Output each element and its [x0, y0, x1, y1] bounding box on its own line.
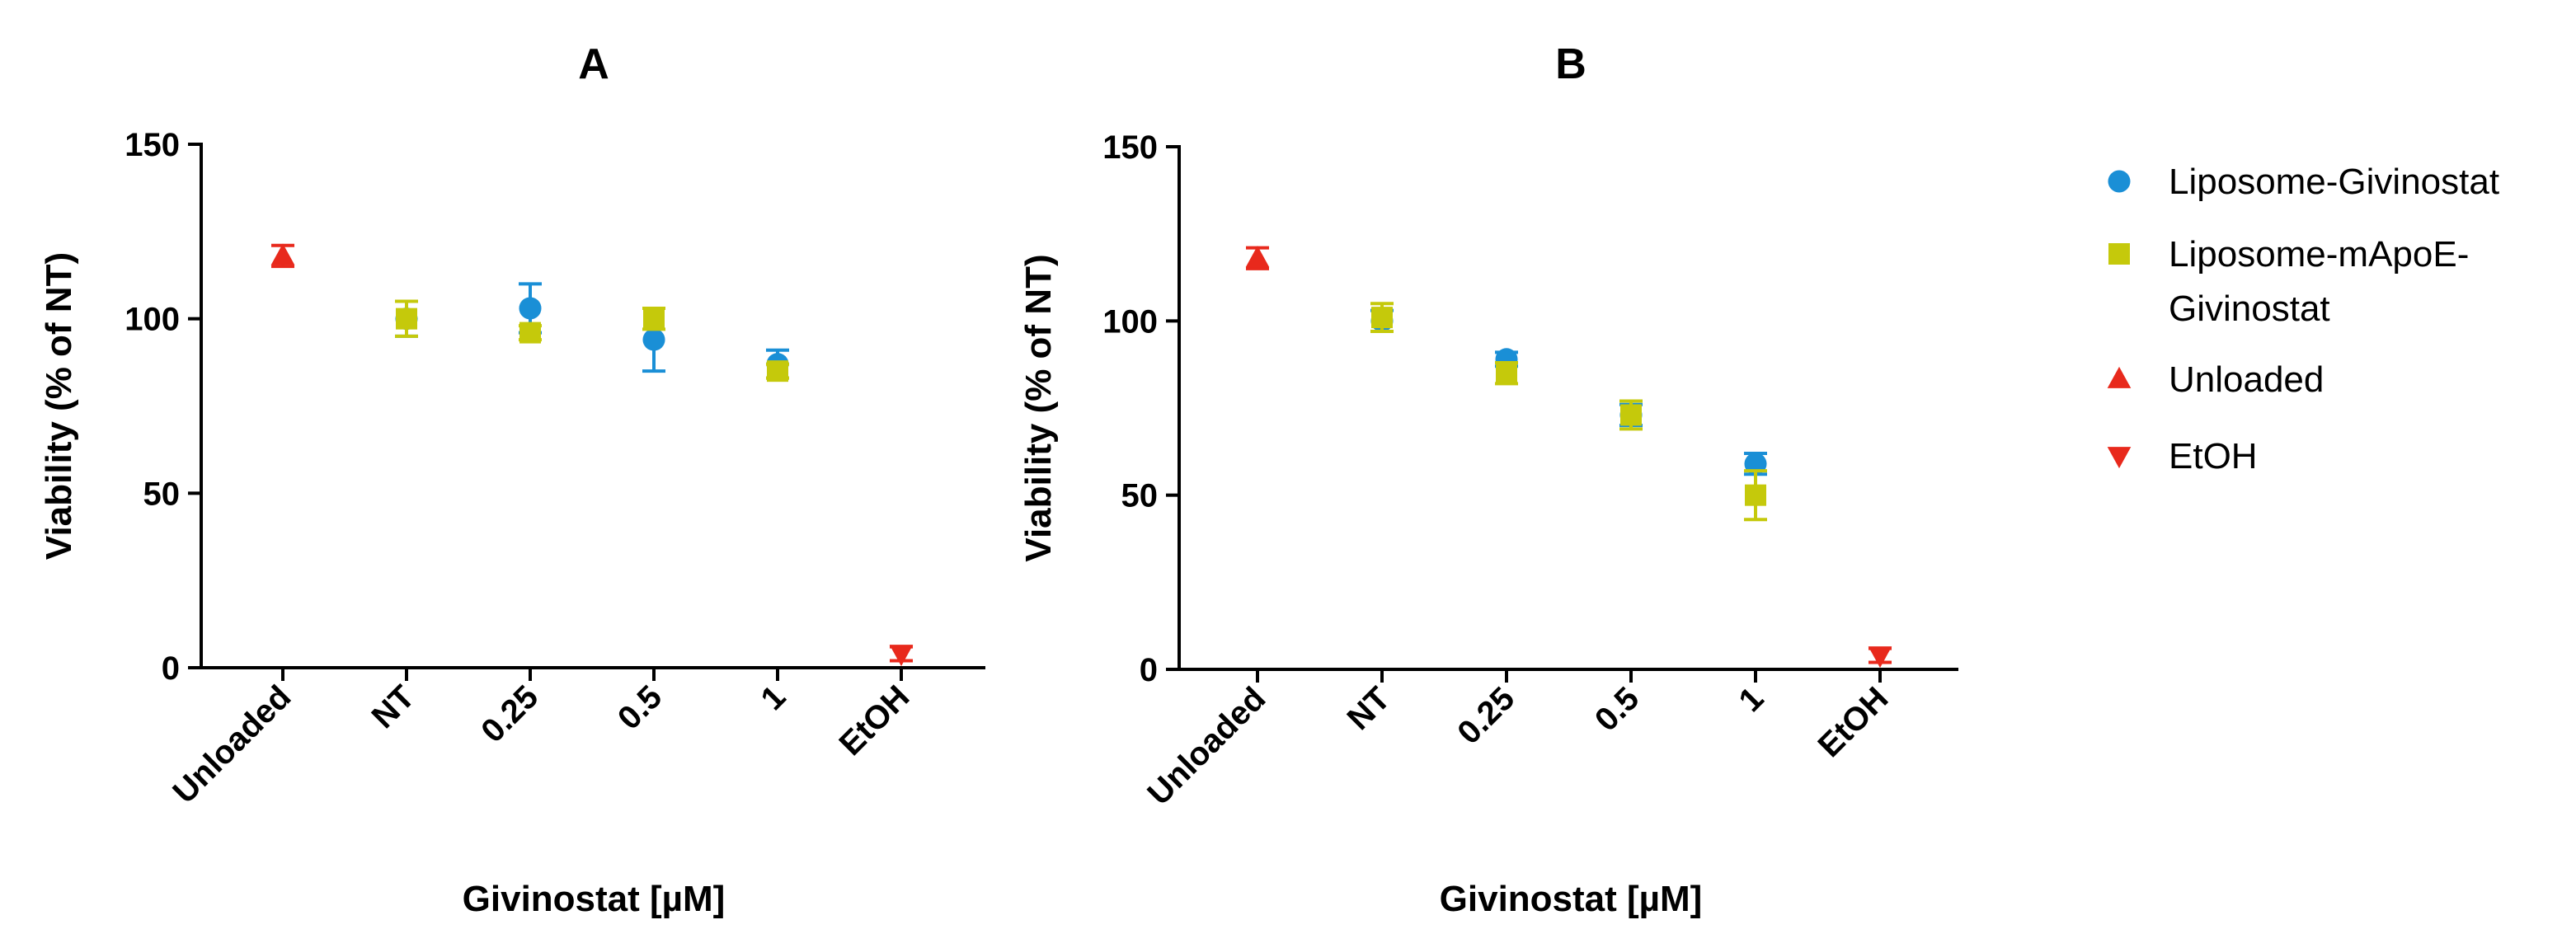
x-tick-label: 0.25: [1450, 680, 1521, 751]
y-tick-label: 50: [143, 476, 181, 512]
legend-label: Liposome-mApoE-: [2169, 234, 2469, 275]
data-point: [1371, 307, 1393, 329]
x-tick-label: 0.5: [1588, 680, 1646, 738]
series-liposome-mapoe-givinostat: [395, 299, 789, 382]
y-tick-label: 150: [125, 127, 180, 163]
data-point: [643, 307, 665, 330]
data-point: [270, 243, 295, 265]
x-tick-label: 0.25: [474, 678, 545, 749]
series-liposome-givinostat: [1370, 308, 1767, 476]
legend-item: EtOH: [2107, 436, 2258, 476]
y-axis-title: Viability (% of NT): [1018, 254, 1059, 561]
legend-item: Liposome-mApoE- Givinostat: [2108, 234, 2469, 329]
legend-marker: [2108, 243, 2130, 265]
y-axis-title: Viability (% of NT): [39, 252, 79, 560]
panel-title: A: [578, 40, 609, 88]
legend-label: Unloaded: [2169, 359, 2324, 400]
series-unloaded: [270, 243, 295, 269]
panel-a: A 0 50 100 150 Unloaded NT 0.25 0.5 1 EtOH Viabilit…: [39, 40, 985, 919]
x-tick-label: NT: [365, 678, 422, 735]
legend-marker: [2107, 447, 2132, 469]
series-unloaded: [1245, 246, 1270, 270]
legend: Liposome-Givinostat Liposome-mApoE- Givino…: [2107, 162, 2499, 476]
legend-label: Liposome-Givinostat: [2169, 162, 2499, 202]
y-tick-label: 0: [1140, 652, 1158, 688]
x-tick-label: NT: [1341, 680, 1398, 737]
data-point: [1868, 646, 1892, 669]
data-point: [1745, 484, 1766, 506]
data-point: [767, 360, 788, 382]
x-tick-label: EtOH: [1812, 680, 1896, 764]
y-tick-label: 100: [1102, 303, 1158, 340]
x-tick-label: 0.5: [611, 678, 669, 736]
series-liposome-mapoe-givinostat: [1370, 302, 1767, 522]
x-tick-label: EtOH: [833, 678, 917, 763]
x-tick-label: Unloaded: [166, 678, 298, 810]
data-point: [519, 321, 541, 344]
data-point: [396, 307, 417, 330]
y-tick-label: 150: [1102, 129, 1158, 166]
data-point: [642, 328, 665, 351]
legend-marker: [2108, 170, 2131, 193]
panel-title: B: [1555, 40, 1586, 88]
x-axis-title: Givinostat [µM]: [463, 879, 726, 919]
legend-item: Liposome-Givinostat: [2108, 162, 2499, 202]
y-tick-label: 50: [1121, 478, 1159, 514]
series-liposome-givinostat: [395, 282, 789, 380]
data-point: [889, 645, 914, 667]
data-point: [1496, 362, 1517, 384]
data-point: [1245, 246, 1270, 268]
legend-label: EtOH: [2169, 436, 2258, 476]
series-etoh: [1868, 646, 1892, 669]
x-tick-label: 1: [754, 678, 793, 717]
panel-b: B 0 50 100 150 Unloaded NT 0.25 0.5 1 EtOH Viabilit…: [1018, 40, 1958, 919]
x-tick-label: 1: [1732, 680, 1771, 719]
series-etoh: [889, 645, 914, 667]
x-axis-title: Givinostat [µM]: [1440, 879, 1703, 919]
data-point: [1620, 404, 1642, 426]
y-tick-label: 100: [125, 302, 180, 338]
legend-marker: [2107, 366, 2132, 388]
y-tick-label: 0: [162, 650, 180, 687]
legend-item: Unloaded: [2107, 359, 2324, 400]
legend-label: Givinostat: [2169, 289, 2330, 329]
data-point: [519, 297, 542, 320]
x-tick-label: Unloaded: [1140, 680, 1272, 812]
